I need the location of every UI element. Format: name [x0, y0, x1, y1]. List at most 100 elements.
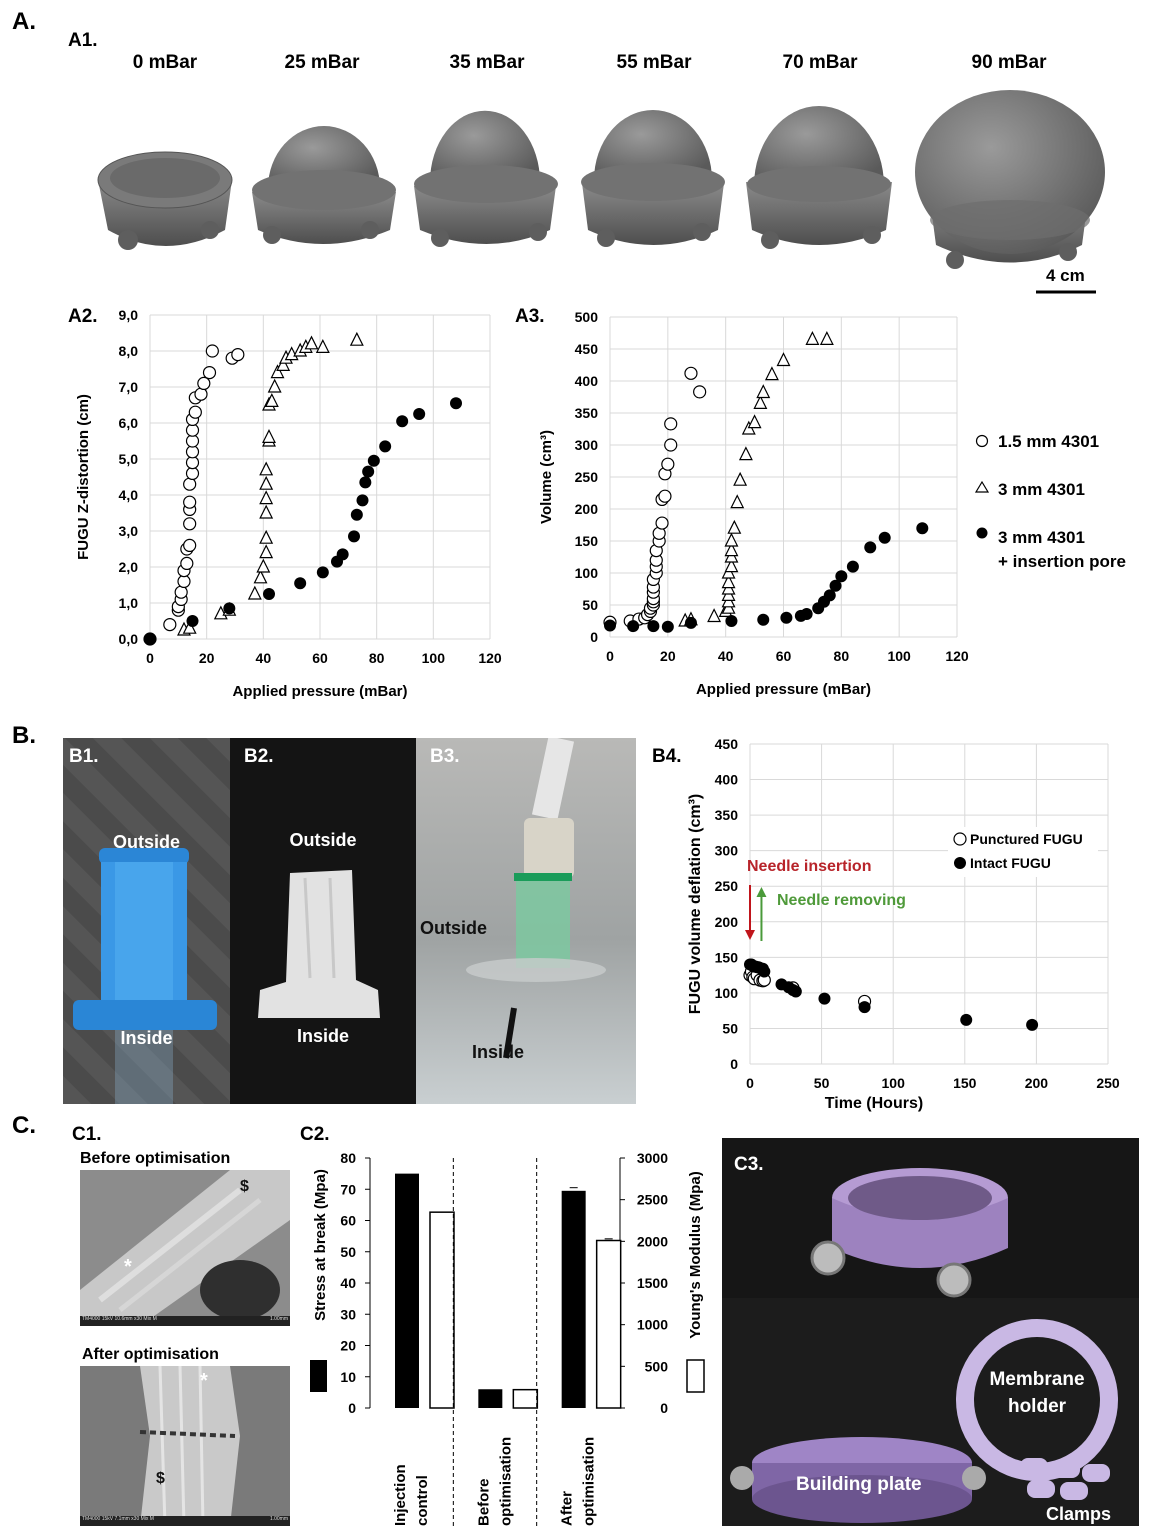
b2-label: B2. [244, 746, 274, 767]
data-point [846, 560, 859, 573]
y-tick-label: 400 [715, 772, 739, 788]
y2-tick-label: 2000 [637, 1233, 668, 1249]
y1-tick-label: 60 [340, 1213, 356, 1229]
y-tick-label: 250 [715, 878, 739, 894]
photo-b1: B1. Outside Inside [63, 738, 230, 1104]
data-point [780, 611, 793, 624]
data-point [396, 415, 409, 428]
legend-item-1: 1.5 mm 4301 [998, 432, 1099, 451]
data-point [264, 393, 279, 408]
data-point [753, 395, 768, 410]
fugu-render-2 [414, 110, 558, 247]
x-tick-label: 100 [422, 650, 446, 666]
data-point [294, 577, 307, 590]
data-point [727, 519, 742, 534]
x-tick-label: 250 [1096, 1075, 1120, 1091]
legend-item-2: 3 mm 4301 [998, 480, 1085, 499]
data-point [835, 570, 848, 583]
y-tick-label: 150 [575, 533, 599, 549]
data-point [604, 619, 616, 632]
x-tick-label: 200 [1025, 1075, 1049, 1091]
data-point [259, 529, 274, 544]
y-tick-label: 200 [575, 501, 599, 517]
legend-bg [948, 827, 1098, 877]
data-point [858, 1001, 871, 1014]
c1-after-title: After optimisation [82, 1346, 219, 1363]
y2-legend-swatch [686, 1359, 705, 1393]
y-tick-label: 0 [590, 629, 598, 645]
data-point [205, 344, 219, 358]
data-point [356, 494, 369, 507]
data-point [367, 454, 380, 467]
data-point [259, 475, 274, 490]
data-point [684, 616, 697, 629]
pressure-label-0: 0 mBar [132, 52, 198, 73]
pressure-label-5: 90 mBar [971, 52, 1047, 73]
data-point [730, 494, 745, 509]
bar-stress [561, 1190, 586, 1408]
bar-stress [395, 1173, 419, 1408]
data-point [259, 504, 274, 519]
x-tick-label: 0 [746, 1075, 754, 1091]
data-point [658, 489, 672, 503]
x-tick-label: 150 [953, 1075, 977, 1091]
x-tick-label: 100 [882, 1075, 906, 1091]
y-tick-label: 300 [715, 843, 739, 859]
bar-stress [478, 1389, 503, 1408]
y2-tick-label: 500 [645, 1358, 669, 1374]
b1-inside: Inside [120, 1028, 173, 1048]
data-point [758, 965, 771, 978]
x-tick-label: 80 [369, 650, 385, 666]
data-point [684, 366, 698, 380]
legend-item-punctured: Punctured FUGU [970, 831, 1083, 847]
y-axis-label: Volume (cm³) [538, 430, 555, 524]
y-tick-label: 1,0 [119, 595, 139, 611]
x-axis-label: Applied pressure (mBar) [696, 681, 871, 698]
sem-after: * $ TM4000 15kV 7.1mm x30 Mix M 1.00mm [80, 1366, 290, 1526]
x-tick-label: 40 [256, 650, 272, 666]
y-tick-label: 3,0 [119, 523, 139, 539]
legend-item-intact: Intact FUGU [970, 855, 1051, 871]
data-point [183, 538, 197, 552]
data-point [738, 446, 753, 461]
pressure-label-4: 70 mBar [782, 52, 858, 73]
legend-a: 1.5 mm 4301 3 mm 4301 3 mm 4301 + insert… [974, 432, 1126, 571]
x-tick-label: 100 [887, 648, 911, 664]
data-point [259, 490, 274, 505]
bar-modulus [595, 1239, 622, 1409]
annotation-needle-insertion: Needle insertion [747, 858, 871, 875]
category-label: control [414, 1475, 431, 1526]
data-point [284, 346, 299, 361]
c3-clamps: Clamps [1046, 1504, 1112, 1524]
data-point [693, 385, 707, 399]
data-point [253, 569, 268, 584]
b1-outside: Outside [112, 832, 180, 852]
b2-outside: Outside [289, 830, 357, 850]
panel-a3-label: A3. [515, 306, 545, 327]
data-point [764, 366, 779, 381]
b3-inside: Inside [472, 1042, 525, 1062]
y1-tick-label: 80 [340, 1150, 356, 1166]
data-point [819, 331, 834, 346]
category-label: optimisation [497, 1437, 514, 1526]
fugu-renders [97, 90, 1105, 294]
y-tick-label: 100 [575, 565, 599, 581]
x-tick-label: 20 [660, 648, 676, 664]
data-point [223, 602, 236, 615]
panel-c2-label: C2. [300, 1124, 330, 1145]
data-point [194, 387, 208, 401]
x-axis-label: Applied pressure (mBar) [232, 683, 407, 700]
x-tick-label: 120 [478, 650, 502, 666]
data-point [661, 620, 674, 633]
data-point [316, 566, 329, 579]
photo-c3: C3. Membrane holder Building plate Clamp… [722, 1138, 1139, 1526]
pressure-label-2: 35 mBar [449, 52, 525, 73]
data-point [413, 408, 426, 420]
y1-tick-label: 20 [340, 1338, 356, 1354]
panel-b-label: B. [12, 722, 36, 749]
data-point [174, 585, 188, 599]
data-point [259, 461, 274, 476]
y-tick-label: 150 [715, 949, 739, 965]
b4-legend: Punctured FUGU Intact FUGU [948, 827, 1098, 877]
legend-marker-open [953, 832, 967, 846]
